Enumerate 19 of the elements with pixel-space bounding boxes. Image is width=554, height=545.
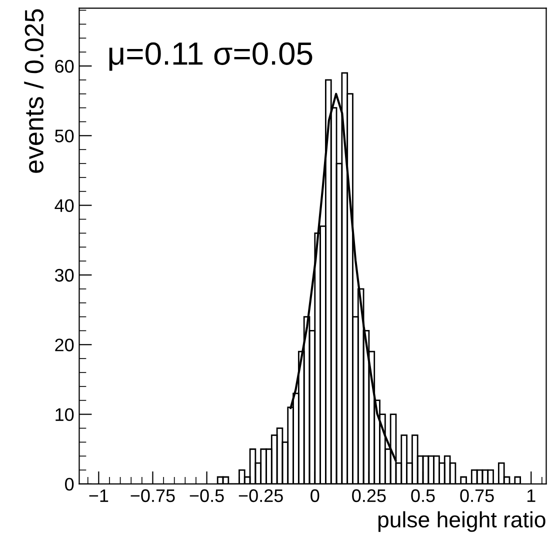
y-tick-label: 60 <box>55 60 74 73</box>
x-tick-label: 1 <box>527 489 536 502</box>
y-tick-label: 50 <box>55 130 74 142</box>
x-tick-label: 0.25 <box>352 489 386 502</box>
x-tick-label: 0.5 <box>411 489 435 502</box>
x-tick-label: 0 <box>310 489 320 502</box>
y-tick-label: 0 <box>65 478 74 491</box>
x-tick-label: −1 <box>89 489 108 502</box>
x-tick-label: −0.5 <box>190 489 224 502</box>
y-tick-label: 10 <box>56 408 74 422</box>
x-tick-label: −0.75 <box>130 489 175 502</box>
y-tick-label: 20 <box>55 338 74 352</box>
annotation: μ=0.11 σ=0.05 <box>109 42 312 71</box>
y-tick-label: 40 <box>54 199 74 212</box>
x-tick-label: −0.25 <box>238 489 283 502</box>
x-tick-label: 0.75 <box>460 489 494 502</box>
y-axis-title: events / 0.025 <box>24 9 44 173</box>
y-tick-label: 30 <box>54 268 74 282</box>
x-axis-title: pulse height ratio <box>378 511 546 532</box>
